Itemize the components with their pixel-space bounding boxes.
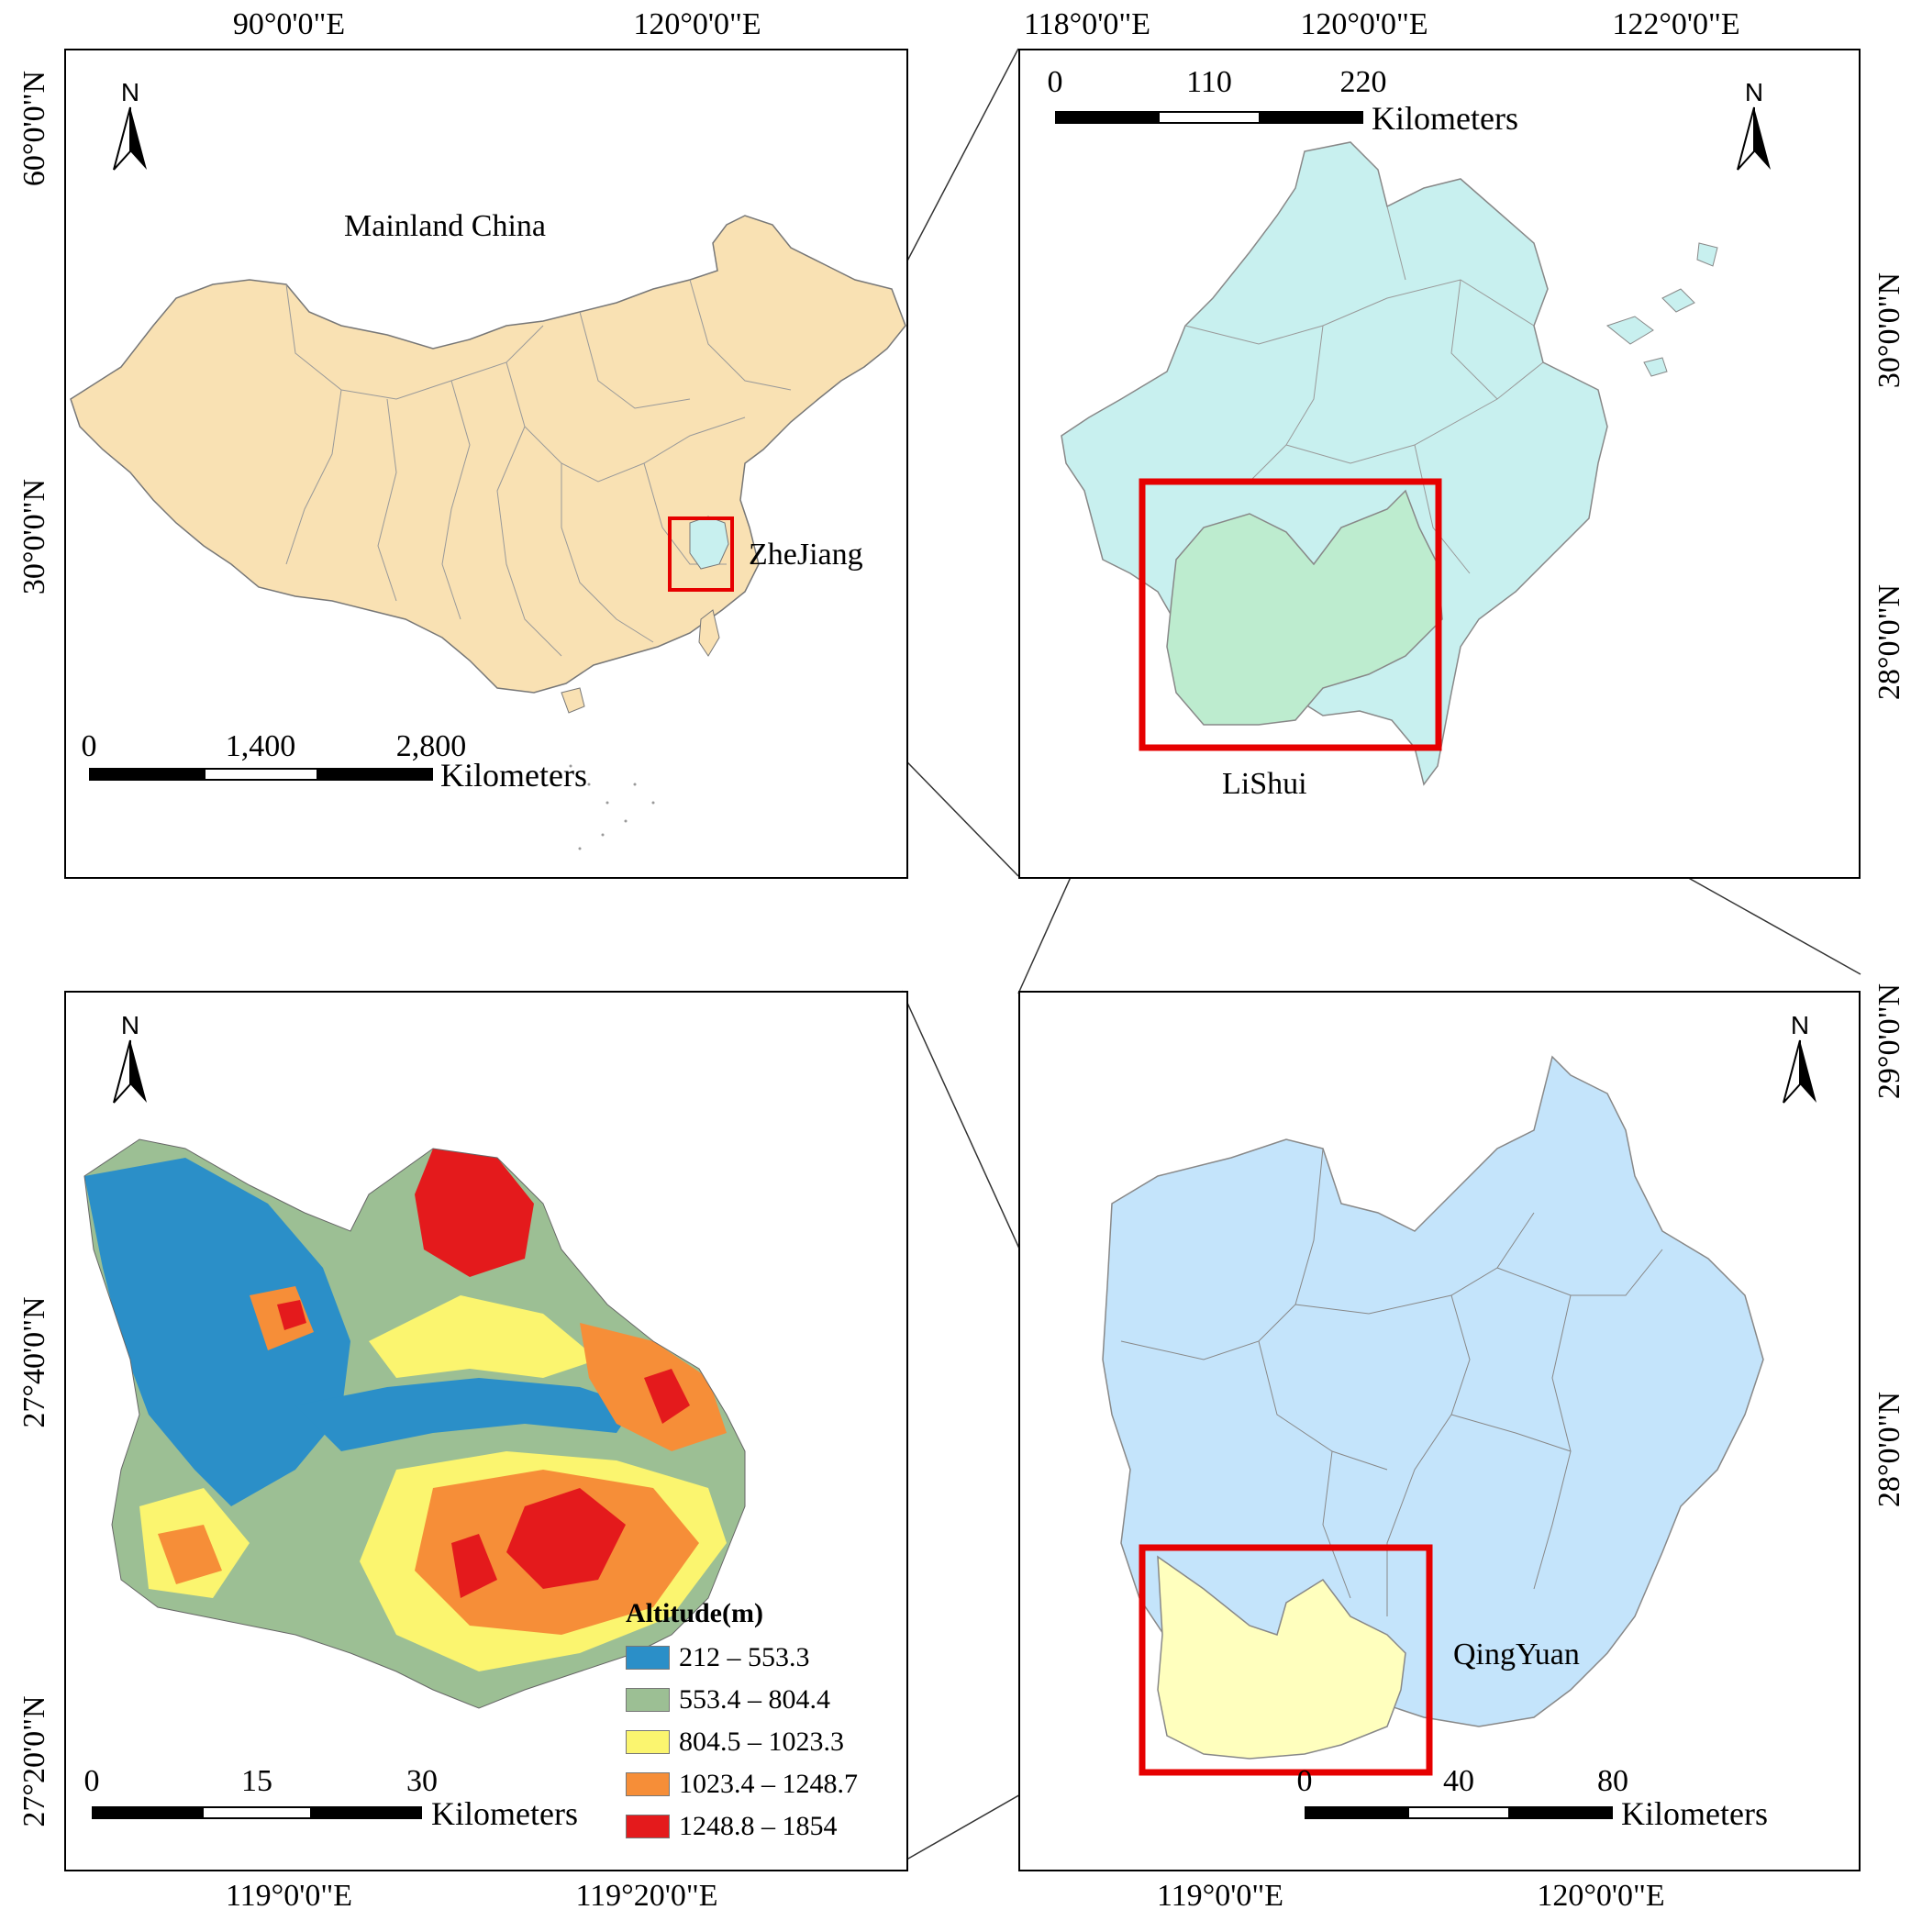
- north-arrow-icon: N: [103, 78, 158, 179]
- qingyuan-outline: [83, 1138, 746, 1709]
- lishui-right-tick-2: 28°0'0"N: [1872, 1391, 1906, 1508]
- zhejiang-top-tick-2: 120°0'0"E: [1300, 7, 1428, 41]
- label-lishui: LiShui: [1222, 767, 1307, 801]
- china-map-svg: [70, 215, 906, 850]
- label-qingyuan: QingYuan: [1453, 1638, 1580, 1671]
- legend-item: 212 – 553.3: [626, 1637, 858, 1679]
- label-zhejiang: ZheJiang: [749, 538, 863, 572]
- panel-china-map: Mainland China ZheJiang N 0 1,400 2,800 …: [64, 49, 908, 879]
- province-borders: [285, 279, 792, 657]
- lishui-bottom-tick-2: 120°0'0"E: [1537, 1879, 1665, 1913]
- legend-item: 804.5 – 1023.3: [626, 1721, 858, 1763]
- lishui-highlight-box: [1139, 478, 1442, 751]
- qingyuan-bottom-tick-2: 119°20'0"E: [575, 1879, 718, 1913]
- lishui-right-tick-1: 29°0'0"N: [1872, 983, 1906, 1100]
- north-arrow-icon: N: [1727, 78, 1782, 179]
- lishui-map-svg: [1102, 1055, 1764, 1776]
- county-borders: [1120, 1148, 1663, 1616]
- legend-title: Altitude(m): [626, 1598, 763, 1628]
- scale-bar-qingyuan: 0 15 30 Kilometers: [83, 1764, 578, 1832]
- panel-zhejiang-map: LiShui N 0 110 220 Kilometers: [1018, 49, 1861, 879]
- zhejiang-right-tick-2: 28°0'0"N: [1872, 583, 1906, 701]
- qingyuan-shape: [1157, 1555, 1406, 1760]
- legend-item: 553.4 – 804.4: [626, 1679, 858, 1721]
- zhejiang-map-svg: [1061, 141, 1718, 786]
- qingyuan-left-tick-1: 27°40'0"N: [17, 1296, 51, 1428]
- zhejiang-top-tick-3: 122°0'0"E: [1612, 7, 1740, 41]
- legend-item: 1248.8 – 1854: [626, 1805, 858, 1848]
- zhoushan-islands: [1605, 242, 1718, 377]
- north-arrow-icon: N: [103, 1011, 158, 1112]
- china-top-tick-1: 90°0'0"E: [232, 7, 346, 41]
- zhejiang-highlight-box: [668, 516, 734, 592]
- zhejiang-right-tick-1: 30°0'0"N: [1872, 272, 1906, 389]
- lishui-shape: [1166, 489, 1443, 726]
- qingyuan-bottom-tick-1: 119°0'0"E: [225, 1879, 353, 1913]
- china-left-tick-2: 30°0'0"N: [17, 478, 51, 595]
- qingyuan-highlight-box: [1139, 1544, 1433, 1776]
- scale-bar-zhejiang: 0 110 220 Kilometers: [1047, 65, 1518, 137]
- taiwan-outline: [698, 609, 720, 657]
- legend-item: 1023.4 – 1248.7: [626, 1763, 858, 1805]
- china-left-tick-1: 60°0'0"N: [17, 70, 51, 187]
- altitude-legend: Altitude(m) 212 – 553.3 553.4 – 804.4 80…: [626, 1598, 858, 1848]
- panel-qingyuan-altitude-map: N Altitude(m) 212 – 553.3 553.4 – 804.4 …: [64, 991, 908, 1871]
- scale-bar-china: 0 1,400 2,800 Kilometers: [81, 729, 587, 794]
- zhejiang-top-tick-1: 118°0'0"E: [1023, 7, 1151, 41]
- china-top-tick-2: 120°0'0"E: [633, 7, 761, 41]
- qingyuan-left-tick-2: 27°20'0"N: [17, 1695, 51, 1827]
- label-mainland-china: Mainland China: [344, 209, 547, 243]
- lishui-bottom-tick-1: 119°0'0"E: [1156, 1879, 1284, 1913]
- scale-bar-lishui: 0 40 80 Kilometers: [1296, 1764, 1768, 1832]
- north-arrow-icon: N: [1772, 1011, 1828, 1112]
- hainan-outline: [561, 687, 585, 714]
- zhejiang-city-borders: [1184, 205, 1544, 574]
- altitude-map-svg: [83, 1138, 746, 1709]
- south-china-sea-islands: [569, 764, 655, 850]
- panel-lishui-map: QingYuan N 0 40 80 Kilometers: [1018, 991, 1861, 1871]
- china-outline: [70, 215, 906, 694]
